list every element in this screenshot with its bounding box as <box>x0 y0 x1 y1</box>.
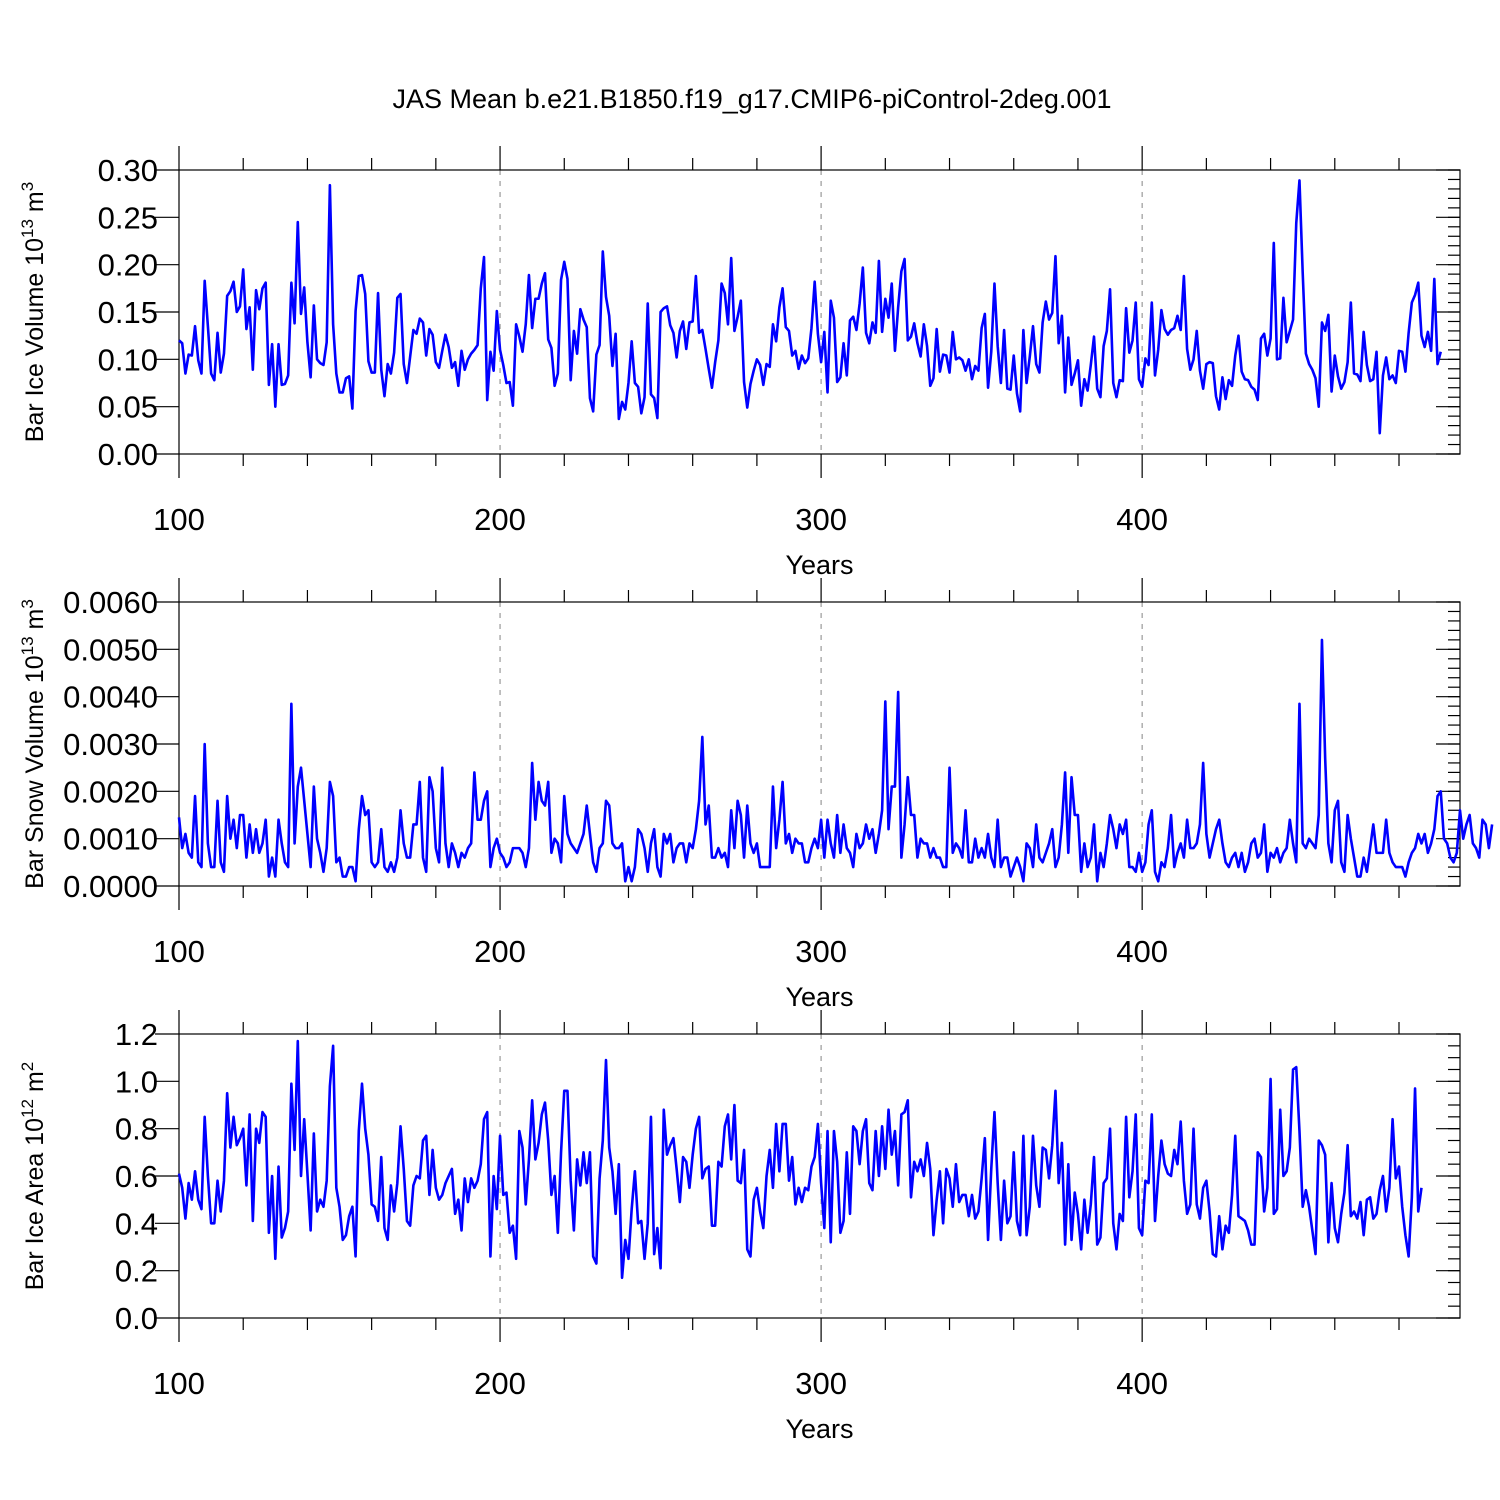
x-tick-label: 400 <box>1116 934 1168 969</box>
panel-3: 100 200 300 400 0.0 0.2 0.4 0.6 0.8 1.0 1.2 Years Ba… <box>18 1010 1461 1444</box>
x-tick-label: 300 <box>795 934 847 969</box>
y-tick-label: 0.00 <box>98 437 158 472</box>
x-tick-label: 400 <box>1116 502 1168 537</box>
chart-title: JAS Mean b.e21.B1850.f19_g17.CMIP6-piCon… <box>393 84 1112 114</box>
y-axis-label-main: Bar Ice Volume 10 <box>21 238 49 442</box>
y-tick-label: 0.6 <box>115 1159 158 1194</box>
y-tick-label: 0.10 <box>98 342 158 377</box>
x-tick-label: 100 <box>153 1366 205 1401</box>
y-tick-label: 0.0000 <box>63 869 158 904</box>
y-axis-label-rest: m <box>21 191 49 219</box>
y-axis-label-sup2: 3 <box>18 599 37 608</box>
x-tick-label: 200 <box>474 502 526 537</box>
series-line <box>178 179 1442 435</box>
y-tick-label: 0.0050 <box>63 632 158 667</box>
y-axis-label: Bar Ice Volume 1013 m3 <box>18 182 49 442</box>
x-tick-label: 100 <box>153 502 205 537</box>
y-axis-label-sup: 12 <box>18 1099 37 1118</box>
y-tick-label: 0.0040 <box>63 680 158 715</box>
y-tick-label: 0.0030 <box>63 727 158 762</box>
y-axis-label-main: Bar Ice Area 10 <box>21 1118 49 1290</box>
y-tick-label: 0.15 <box>98 295 158 330</box>
y-tick-label: 0.05 <box>98 390 158 425</box>
x-axis-label: Years <box>785 550 853 580</box>
x-tick-label: 200 <box>474 1366 526 1401</box>
y-tick-label: 0.0 <box>115 1301 158 1336</box>
y-axis-label-sup: 13 <box>18 636 37 655</box>
plot-frame <box>178 169 1461 455</box>
y-axis-label-sup2: 2 <box>18 1062 37 1071</box>
y-tick-label: 0.2 <box>115 1254 158 1289</box>
y-axis-label-sup2: 3 <box>18 182 37 191</box>
x-tick-label: 100 <box>153 934 205 969</box>
y-tick-label: 0.25 <box>98 200 158 235</box>
y-tick-label: 0.30 <box>98 153 158 188</box>
y-axis-label: Bar Snow Volume 1013 m3 <box>18 599 49 889</box>
y-tick-label: 0.0060 <box>63 585 158 620</box>
panels: 100 200 300 400 0.00 0.05 0.10 0.15 0.20 0.25 0.30… <box>18 146 1494 1444</box>
y-axis-label-rest: m <box>21 609 49 637</box>
series-line <box>177 1039 1423 1280</box>
y-tick-label: 0.8 <box>115 1112 158 1147</box>
y-axis-label-main: Bar Snow Volume 10 <box>21 655 49 888</box>
x-axis-label: Years <box>785 982 853 1012</box>
y-tick-label: 1.2 <box>115 1017 158 1052</box>
x-tick-label: 400 <box>1116 1366 1168 1401</box>
x-tick-label: 300 <box>795 1366 847 1401</box>
y-tick-label: 0.20 <box>98 248 158 283</box>
y-tick-label: 0.0020 <box>63 774 158 809</box>
x-tick-label: 200 <box>474 934 526 969</box>
y-axis-label-sup: 13 <box>18 219 37 238</box>
series-line <box>177 638 1494 883</box>
panel-2: 100 200 300 400 0.0000 0.0010 0.0020 0.0030 0.00… <box>18 578 1494 1012</box>
y-axis-label-rest: m <box>21 1071 49 1099</box>
x-tick-label: 300 <box>795 502 847 537</box>
y-tick-label: 1.0 <box>115 1064 158 1099</box>
y-tick-label: 0.4 <box>115 1206 158 1241</box>
panel-1: 100 200 300 400 0.00 0.05 0.10 0.15 0.20 0.25 0.30… <box>18 146 1461 580</box>
y-axis-label: Bar Ice Area 1012 m2 <box>18 1062 49 1291</box>
y-tick-label: 0.0010 <box>63 822 158 857</box>
x-axis-label: Years <box>785 1414 853 1444</box>
